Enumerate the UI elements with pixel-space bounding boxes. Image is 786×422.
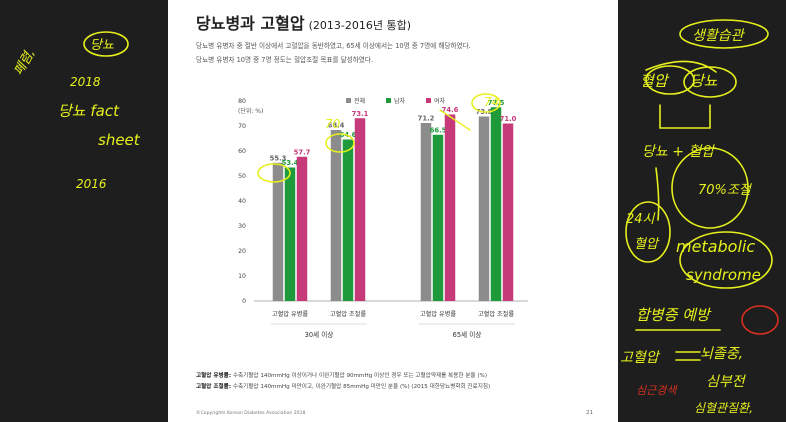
data-label: 53.4 [282,159,299,167]
legend-swatch [426,98,431,103]
category-label: 고혈압 조절률 [478,310,514,318]
page-number: 21 [586,410,593,416]
bar [296,156,308,301]
bar [502,123,514,301]
data-label: 57.7 [294,148,311,156]
footnote-control-label: 고혈압 조절률: [196,384,232,390]
legend-swatch [386,98,391,103]
title-main: 당뇨병과 고혈압 [196,14,305,33]
legend-label: 여자 [434,97,446,105]
category-label: 고혈압 유병률 [420,310,456,318]
footnote-control-text: 수축기혈압 140mmHg 미만이고, 이완기혈압 85mmHg 미만인 분율 … [231,384,491,390]
bar [478,116,490,301]
bar [272,162,284,301]
footnote-prevalence-label: 고혈압 유병률: [196,373,232,379]
description-line-1: 당뇨병 유병자 중 절반 이상에서 고혈압을 동반하였고, 65세 이상에서는 … [196,42,471,50]
slide: 당뇨병과 고혈압 (2013-2016년 통합) 당뇨병 유병자 중 절반 이상에… [168,0,618,422]
unit-label: (단위: %) [238,107,263,115]
bar [342,139,354,301]
data-label: 71.2 [418,115,435,123]
bar [420,123,432,301]
footnote-prevalence: 고혈압 유병률: 수축기혈압 140mmHg 이상이거나 이완기혈압 90mmH… [196,371,487,379]
data-label: 68.4 [328,122,345,130]
bar [354,118,366,301]
category-label: 고혈압 조절률 [330,310,366,318]
footnote-prevalence-text: 수축기혈압 140mmHg 이상이거나 이완기혈압 90mmHg 이상인 경우 … [231,373,488,379]
y-tick-label: 70 [238,123,246,130]
y-tick-label: 20 [238,248,246,255]
y-tick-label: 10 [238,273,246,280]
data-label: 73.1 [352,110,369,118]
bar [432,134,444,301]
y-tick-label: 80 [238,98,246,105]
data-label: 71.0 [500,115,517,123]
legend-label: 남자 [394,97,406,105]
y-tick-label: 60 [238,148,246,155]
copyright: ©Copyrights Korean Diabetes Association … [196,411,306,416]
y-tick-label: 50 [238,173,246,180]
data-label: 66.5 [430,126,447,134]
y-tick-label: 0 [242,298,246,305]
legend-swatch [346,98,351,103]
footnote-control: 고혈압 조절률: 수축기혈압 140mmHg 미만이고, 이완기혈압 85mmH… [196,382,490,390]
bar [444,114,456,301]
bar-chart: (단위: %) 0 10 20 30 40 50 60 70 80 전체 남자 여자 55.353.4 57… [238,97,528,339]
right-annotation-panel [618,0,786,422]
title-subtitle: (2013-2016년 통합) [308,19,412,32]
bar [330,130,342,301]
data-label: 74.6 [442,106,459,114]
group-label: 65세 이상 [453,330,482,339]
data-label: 55.3 [270,154,287,162]
data-label: 64.6 [340,131,357,139]
group-label: 30세 이상 [305,330,334,339]
left-annotation-panel [0,0,168,422]
slide-title: 당뇨병과 고혈압 (2013-2016년 통합) [196,10,411,34]
description-line-2: 당뇨병 유병자 10명 중 7명 정도는 혈압조절 목표를 달성하였다. [196,56,374,64]
bar [490,107,502,301]
bar [284,167,296,301]
y-tick-label: 30 [238,223,246,230]
data-label: 73.8 [476,108,493,116]
data-label: 77.5 [488,99,505,107]
category-label: 고혈압 유병률 [272,310,308,318]
legend-label: 전체 [354,97,365,105]
y-tick-label: 40 [238,198,246,205]
